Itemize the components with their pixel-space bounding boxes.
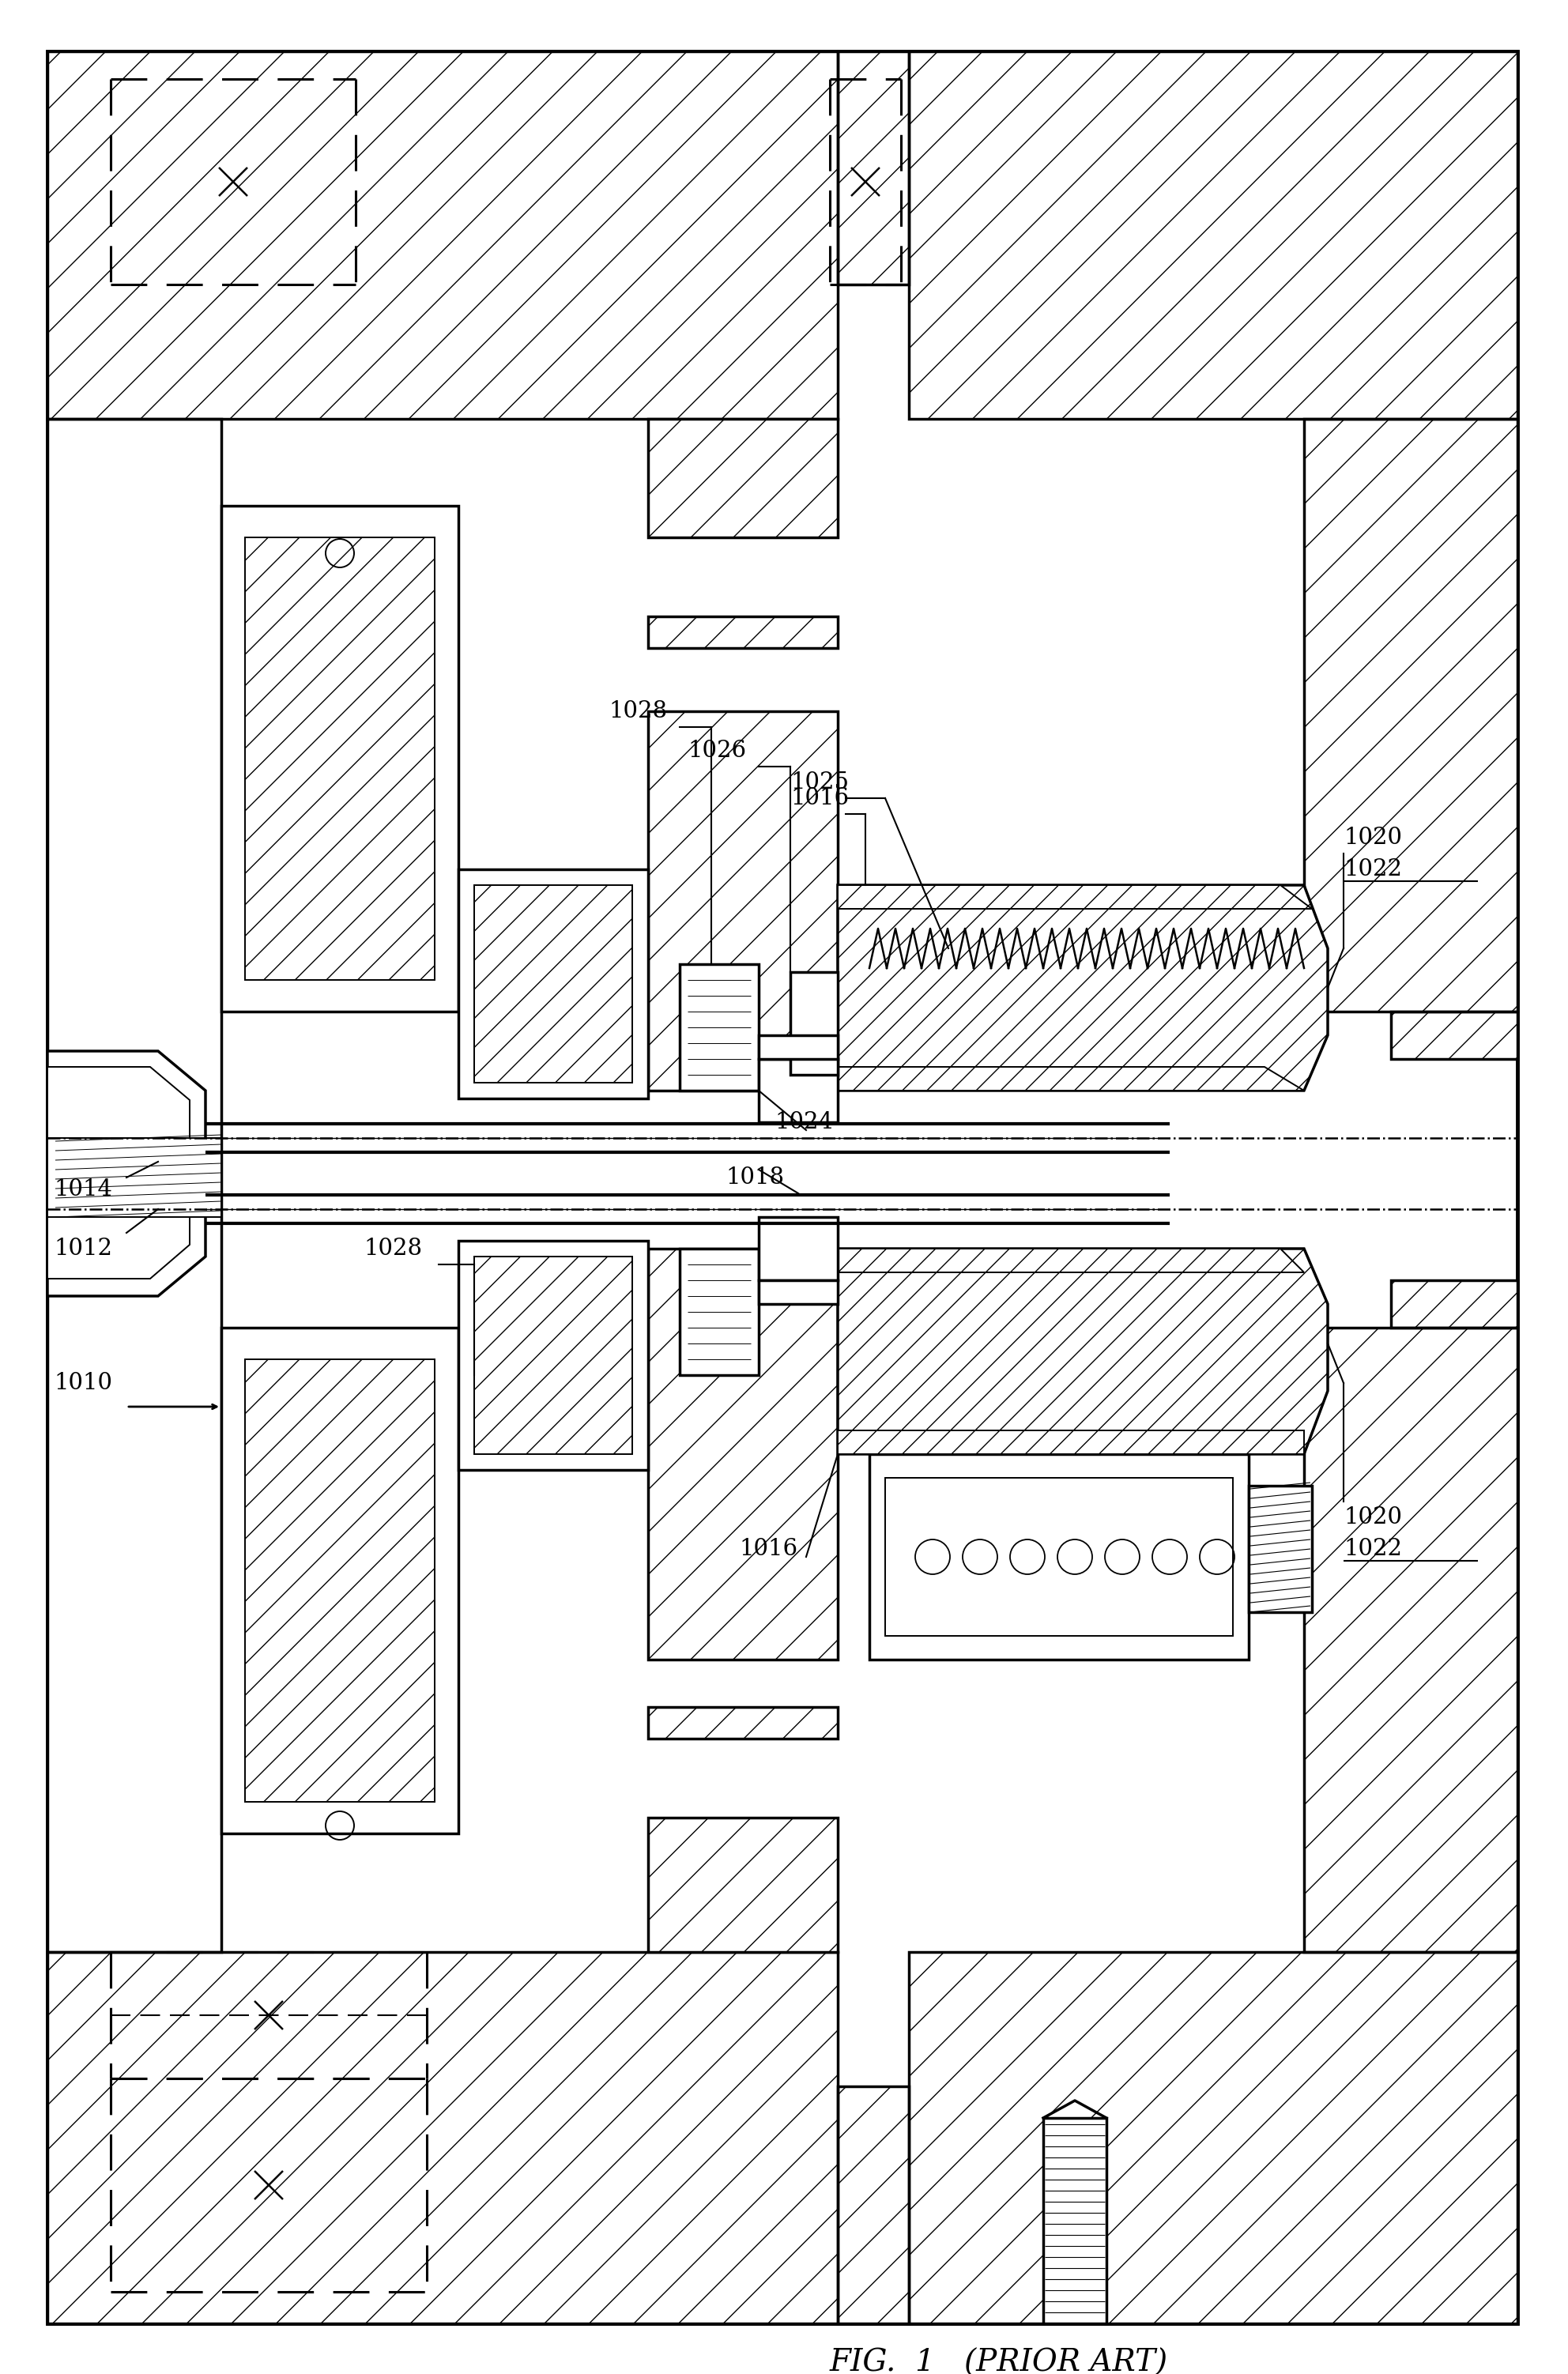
Polygon shape — [648, 1249, 837, 1659]
Text: 1022: 1022 — [1344, 859, 1402, 881]
Polygon shape — [759, 1218, 837, 1280]
Polygon shape — [474, 1256, 632, 1455]
Polygon shape — [679, 964, 759, 1090]
Polygon shape — [47, 1052, 205, 1296]
Polygon shape — [1305, 1327, 1518, 1951]
Text: 1020: 1020 — [1344, 826, 1402, 850]
Polygon shape — [648, 1707, 837, 1738]
Text: 1025: 1025 — [790, 772, 848, 793]
Text: 1016: 1016 — [739, 1538, 798, 1560]
Text: 1028: 1028 — [608, 700, 666, 722]
Polygon shape — [759, 1059, 837, 1123]
Text: 1012: 1012 — [53, 1237, 113, 1261]
Text: 1018: 1018 — [726, 1166, 784, 1189]
Polygon shape — [837, 1249, 1328, 1455]
Polygon shape — [1305, 418, 1518, 1011]
Polygon shape — [790, 971, 837, 1075]
Polygon shape — [1043, 2118, 1107, 2324]
Polygon shape — [458, 869, 648, 1099]
Polygon shape — [648, 418, 837, 537]
Text: 1010: 1010 — [53, 1372, 113, 1394]
Polygon shape — [245, 1360, 434, 1802]
Polygon shape — [47, 1951, 837, 2324]
Polygon shape — [909, 1951, 1518, 2324]
Polygon shape — [837, 52, 909, 285]
Text: 1014: 1014 — [53, 1178, 113, 1201]
Polygon shape — [47, 1066, 190, 1280]
Polygon shape — [47, 418, 221, 1951]
Polygon shape — [47, 1137, 221, 1218]
Polygon shape — [759, 1280, 837, 1303]
Text: 1020: 1020 — [1344, 1505, 1402, 1529]
Polygon shape — [837, 886, 1328, 1090]
Text: 1022: 1022 — [1344, 1538, 1402, 1560]
Polygon shape — [909, 52, 1518, 418]
Polygon shape — [759, 1035, 837, 1059]
Polygon shape — [1391, 1280, 1518, 1327]
Polygon shape — [886, 1479, 1232, 1636]
Polygon shape — [458, 1242, 648, 1470]
Polygon shape — [1248, 1486, 1312, 1612]
Polygon shape — [837, 1249, 1305, 1272]
Polygon shape — [648, 712, 837, 1090]
Text: FIG.  1   (PRIOR ART): FIG. 1 (PRIOR ART) — [829, 2348, 1168, 2374]
Polygon shape — [837, 886, 1312, 909]
Polygon shape — [221, 1327, 458, 1833]
Text: 1024: 1024 — [775, 1111, 833, 1132]
Text: 1028: 1028 — [364, 1237, 422, 1261]
Text: 1026: 1026 — [688, 741, 746, 762]
Text: 1016: 1016 — [790, 788, 848, 810]
Polygon shape — [245, 537, 434, 980]
Polygon shape — [679, 1249, 759, 1375]
Polygon shape — [837, 2087, 909, 2324]
Polygon shape — [837, 1432, 1305, 1455]
Polygon shape — [869, 1455, 1248, 1659]
Polygon shape — [47, 52, 837, 418]
Polygon shape — [1391, 1011, 1518, 1059]
Polygon shape — [648, 1818, 837, 1951]
Polygon shape — [221, 506, 458, 1011]
Polygon shape — [474, 886, 632, 1083]
Polygon shape — [648, 617, 837, 648]
Polygon shape — [837, 1066, 1305, 1090]
